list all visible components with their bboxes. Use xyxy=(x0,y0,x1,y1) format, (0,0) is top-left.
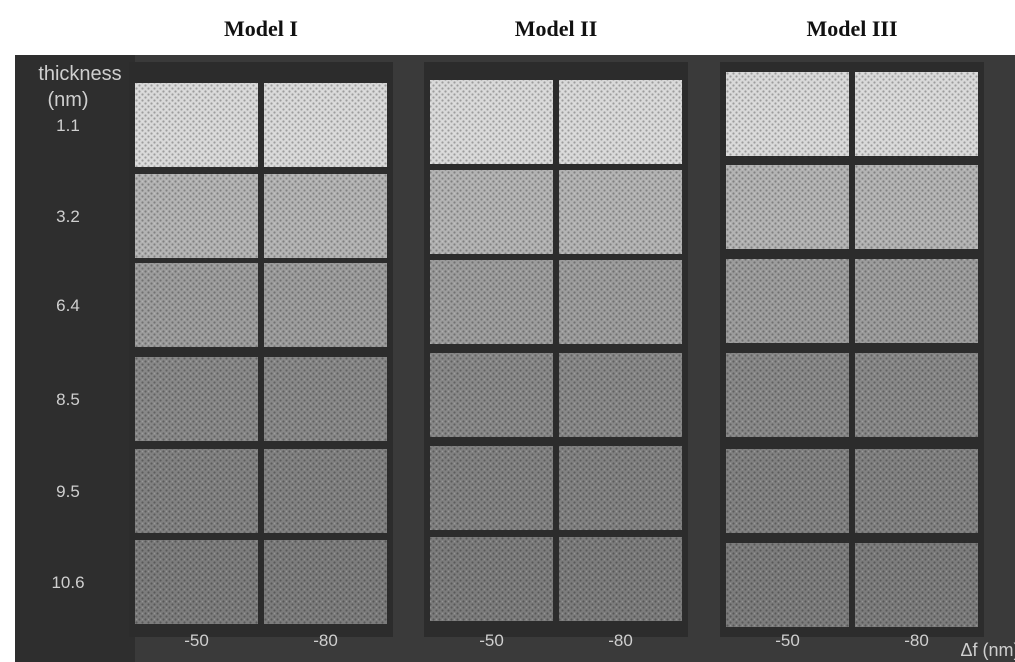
image-texture xyxy=(430,446,553,530)
image-texture xyxy=(726,165,849,249)
image-texture xyxy=(559,260,682,344)
image-texture xyxy=(559,353,682,437)
thickness-label: 1.1 xyxy=(56,116,80,135)
defocus-label: -80 xyxy=(608,631,633,650)
image-texture xyxy=(559,446,682,530)
image-texture xyxy=(726,353,849,437)
image-texture xyxy=(430,353,553,437)
model-title: Model III xyxy=(806,16,897,41)
image-texture xyxy=(135,449,258,533)
image-texture xyxy=(135,83,258,167)
thickness-label: 3.2 xyxy=(56,207,80,226)
image-texture xyxy=(855,449,978,533)
image-texture xyxy=(264,540,387,624)
image-texture xyxy=(559,537,682,621)
defocus-label: -80 xyxy=(904,631,929,650)
thickness-label: 6.4 xyxy=(56,296,80,315)
image-texture xyxy=(135,263,258,347)
image-texture xyxy=(855,543,978,627)
image-texture xyxy=(135,357,258,441)
image-texture xyxy=(430,260,553,344)
image-texture xyxy=(559,80,682,164)
image-texture xyxy=(559,170,682,254)
unit-label: (nm) xyxy=(47,89,88,111)
image-texture xyxy=(264,83,387,167)
thickness-label: thickness xyxy=(38,63,121,85)
image-texture xyxy=(430,170,553,254)
defocus-label: -50 xyxy=(184,631,209,650)
model-title: Model I xyxy=(224,16,298,41)
figure: thickness (nm) Δf (nm) 1.1 3.2 6.4 8.5 9.5 10… xyxy=(0,0,1015,662)
image-texture xyxy=(430,537,553,621)
defocus-label: -50 xyxy=(479,631,504,650)
image-texture xyxy=(430,80,553,164)
image-texture xyxy=(264,357,387,441)
thickness-label: 9.5 xyxy=(56,482,80,501)
page: thickness (nm) Δf (nm) 1.1 3.2 6.4 8.5 9.5 10… xyxy=(0,0,1015,662)
model-title: Model II xyxy=(515,16,598,41)
defocus-label: -50 xyxy=(775,631,800,650)
image-texture xyxy=(855,259,978,343)
label-column xyxy=(15,55,135,662)
image-texture xyxy=(726,449,849,533)
image-texture xyxy=(855,165,978,249)
image-texture xyxy=(855,72,978,156)
thickness-label: 8.5 xyxy=(56,390,80,409)
image-texture xyxy=(726,259,849,343)
image-texture xyxy=(135,540,258,624)
image-texture xyxy=(264,174,387,258)
image-texture xyxy=(726,72,849,156)
image-texture xyxy=(855,353,978,437)
image-texture xyxy=(264,263,387,347)
image-texture xyxy=(135,174,258,258)
defocus-label: -80 xyxy=(313,631,338,650)
defocus-axis-label: Δf (nm) xyxy=(960,640,1015,660)
image-texture xyxy=(726,543,849,627)
thickness-label: 10.6 xyxy=(51,573,84,592)
image-texture xyxy=(264,449,387,533)
